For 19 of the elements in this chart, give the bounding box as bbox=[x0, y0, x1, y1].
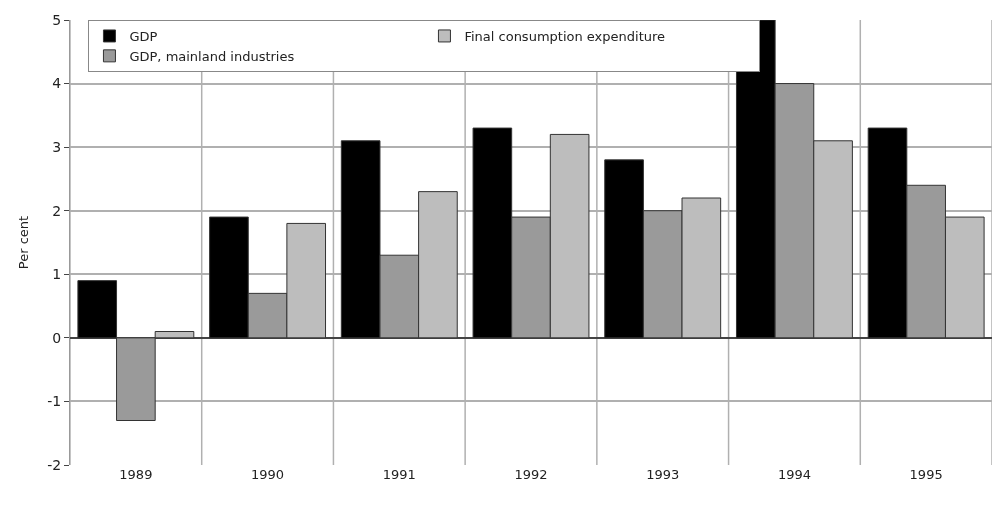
x-tick-label: 1995 bbox=[909, 467, 943, 482]
y-tick-label: 1 bbox=[52, 266, 62, 283]
y-axis-title: Per cent bbox=[16, 215, 32, 270]
legend-label: Final consumption expenditure bbox=[464, 29, 666, 45]
legend-label: GDP bbox=[129, 29, 158, 45]
x-tick-label: 1990 bbox=[251, 467, 285, 482]
x-tick-label: 1991 bbox=[382, 467, 416, 482]
x-tick-label: 1994 bbox=[777, 467, 811, 482]
y-tick-label: -1 bbox=[47, 393, 62, 410]
y-tick-label: 4 bbox=[52, 75, 62, 92]
y-tick-label: 5 bbox=[52, 11, 62, 28]
x-tick-label: 1989 bbox=[119, 467, 153, 482]
y-tick-label: -2 bbox=[47, 456, 62, 473]
x-tick-label: 1993 bbox=[646, 467, 680, 482]
y-tick-label: 0 bbox=[52, 329, 62, 346]
x-tick-label: 1992 bbox=[514, 467, 548, 482]
y-tick-label: 3 bbox=[52, 139, 62, 156]
y-tick-label: 2 bbox=[52, 202, 62, 219]
legend-label: GDP, mainland industries bbox=[129, 48, 295, 64]
